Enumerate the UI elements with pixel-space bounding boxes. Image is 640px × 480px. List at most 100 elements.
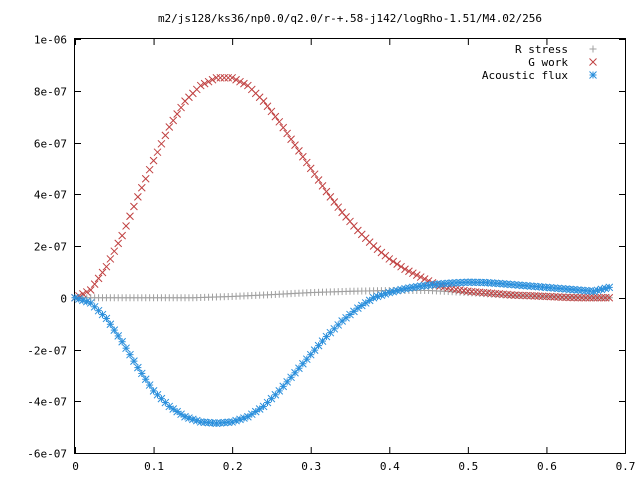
data-point <box>134 192 142 201</box>
data-point <box>412 271 421 279</box>
data-point <box>440 279 449 288</box>
data-point <box>212 73 221 82</box>
data-point <box>279 123 288 132</box>
data-point <box>263 102 272 111</box>
data-point <box>216 73 225 82</box>
data-point <box>106 320 115 329</box>
data-point <box>90 280 99 289</box>
data-point <box>208 75 217 84</box>
data-point <box>369 293 378 302</box>
data-point <box>416 273 425 281</box>
data-point <box>389 257 398 266</box>
data-point <box>601 293 610 302</box>
data-point <box>597 293 606 302</box>
data-point <box>267 107 276 116</box>
legend-label: Acoustic flux <box>482 69 568 82</box>
data-point <box>589 293 598 302</box>
series-g-work <box>71 73 614 302</box>
y-tick-label: 6e-07 <box>34 138 67 151</box>
x-tick-label: 0.4 <box>380 460 400 473</box>
y-tick-label: 1e-06 <box>34 34 67 47</box>
data-point <box>232 75 240 84</box>
data-point <box>409 269 417 278</box>
data-point <box>271 112 280 121</box>
data-point <box>165 123 174 131</box>
data-point <box>295 147 303 155</box>
y-axis: -6e-07 -4e-07 -2e-07 0 2e-07 4e-07 6e-07 8e-07 1… <box>27 34 625 461</box>
data-point <box>385 255 394 263</box>
data-point <box>114 332 123 340</box>
data-point <box>157 139 166 148</box>
data-point <box>153 148 162 157</box>
data-point <box>236 77 244 86</box>
data-point <box>302 158 311 167</box>
data-point <box>251 407 260 416</box>
data-point <box>145 165 154 174</box>
data-point <box>228 73 236 82</box>
data-point <box>224 73 233 82</box>
x-tick-label: 0.5 <box>458 460 478 473</box>
data-point <box>204 77 213 86</box>
data-point <box>137 369 146 378</box>
data-point <box>137 183 146 192</box>
data-point <box>295 364 303 373</box>
x-tick-label: 0.6 <box>537 460 557 473</box>
data-point <box>593 293 602 302</box>
data-point <box>149 156 158 165</box>
data-point <box>605 283 614 292</box>
data-point <box>90 302 99 311</box>
x-tick-label: 0.2 <box>223 460 243 473</box>
data-point <box>122 222 130 230</box>
y-tick-label: 4e-07 <box>34 189 67 202</box>
data-point <box>577 293 586 302</box>
data-point <box>401 265 409 274</box>
x-axis: 0 0.1 0.2 0.3 0.4 0.5 0.6 0.7 <box>72 39 635 473</box>
data-point <box>405 267 413 276</box>
data-point <box>102 314 111 323</box>
legend-marker <box>589 45 597 53</box>
legend-label: R stress <box>515 43 568 56</box>
data-point <box>393 260 401 268</box>
data-point <box>169 116 178 125</box>
data-point <box>605 293 614 302</box>
x-tick-label: 0.7 <box>616 460 636 473</box>
y-tick-label: 2e-07 <box>34 241 67 254</box>
data-point <box>306 164 315 173</box>
data-point <box>126 212 134 221</box>
data-point <box>106 255 115 263</box>
data-point <box>122 344 130 353</box>
data-point <box>287 135 295 144</box>
legend-marker <box>589 58 597 66</box>
y-tick-label: 8e-07 <box>34 86 67 99</box>
data-point <box>196 81 205 90</box>
series-acoustic-flux <box>71 278 614 428</box>
data-point <box>299 152 307 161</box>
legend-marker <box>589 71 597 79</box>
y-tick-label: -6e-07 <box>27 448 67 461</box>
data-point <box>220 73 229 82</box>
data-point <box>275 117 284 126</box>
legend-label: G work <box>528 56 568 69</box>
data-point <box>130 357 138 365</box>
data-point <box>452 278 460 287</box>
data-point <box>283 129 291 138</box>
data-point <box>94 274 103 283</box>
data-point <box>118 231 126 240</box>
data-point <box>334 203 343 212</box>
x-tick-label: 0.1 <box>144 460 164 473</box>
data-point <box>177 103 185 112</box>
data-point <box>130 202 138 211</box>
data-point <box>161 131 170 140</box>
data-point <box>330 198 339 206</box>
data-point <box>102 262 111 271</box>
data-point <box>310 170 319 179</box>
data-point <box>141 375 150 384</box>
data-point <box>114 239 123 248</box>
data-point <box>357 301 366 310</box>
data-point <box>98 268 107 277</box>
data-point <box>165 402 174 411</box>
data-point <box>397 262 405 271</box>
data-point <box>126 350 134 359</box>
